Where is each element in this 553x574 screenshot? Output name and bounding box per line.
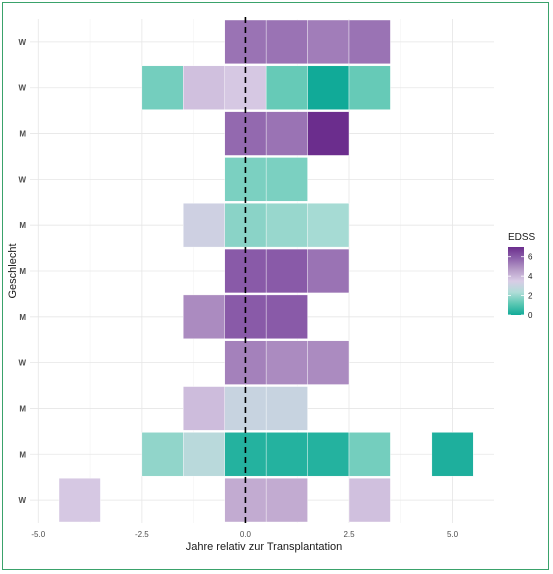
legend: EDSS 0 2 4 6 xyxy=(508,232,536,320)
heatmap-cell xyxy=(307,203,350,248)
heatmap-cell xyxy=(265,432,308,477)
heatmap-cell xyxy=(307,432,350,477)
y-tick-label: W xyxy=(18,496,26,505)
heatmap-cell xyxy=(265,203,308,248)
heatmap-cell xyxy=(431,432,474,477)
heatmap-cell xyxy=(265,19,308,65)
heatmap-cell xyxy=(265,477,308,523)
legend-tick-label: 0 xyxy=(528,311,533,320)
x-tick-label: 2.5 xyxy=(343,530,355,539)
heatmap-cell xyxy=(307,65,350,110)
y-tick-label: M xyxy=(19,404,26,413)
heatmap-cell xyxy=(141,432,184,477)
y-tick-label: M xyxy=(19,313,26,322)
y-tick-label: M xyxy=(19,130,26,139)
x-tick-label: -5.0 xyxy=(31,530,45,539)
y-tick-label: M xyxy=(19,267,26,276)
x-tick-labels: -5.0 -2.5 0.0 2.5 5.0 xyxy=(31,530,458,539)
heatmap-cell xyxy=(348,477,391,523)
legend-ticks: 0 2 4 6 xyxy=(508,253,533,320)
y-tick-label: W xyxy=(18,175,26,184)
x-axis-label: Jahre relativ zur Transplantation xyxy=(186,541,343,553)
heatmap-cell xyxy=(265,65,308,110)
heatmap-cell xyxy=(183,294,225,339)
heatmap-cell xyxy=(265,111,308,156)
heatmap-cell xyxy=(348,19,391,65)
heatmap-cell xyxy=(183,432,225,477)
y-tick-label: W xyxy=(18,359,26,368)
y-tick-label: M xyxy=(19,221,26,230)
heatmap-cell xyxy=(307,111,350,156)
legend-tick-label: 4 xyxy=(528,272,533,281)
x-tick-label: 5.0 xyxy=(447,530,459,539)
heatmap-cell xyxy=(307,19,350,65)
heatmap-cell xyxy=(141,65,184,110)
legend-tick-label: 2 xyxy=(528,292,533,301)
heatmap-cell xyxy=(183,203,225,248)
heatmap-cell xyxy=(183,386,225,431)
y-tick-labels: W W M W M M M W M M W xyxy=(18,38,26,505)
heatmap-cell xyxy=(307,340,350,385)
y-tick-label: W xyxy=(18,38,26,47)
heatmap-cell xyxy=(183,65,225,110)
heatmap-cell xyxy=(307,248,350,294)
heatmap-cell xyxy=(265,340,308,385)
y-tick-label: M xyxy=(19,450,26,459)
x-tick-label: 0.0 xyxy=(240,530,252,539)
heatmap-cell xyxy=(265,294,308,339)
heatmap-cell xyxy=(348,432,391,477)
y-axis-label: Geschlecht xyxy=(7,243,19,298)
heatmap-cell xyxy=(58,477,101,523)
legend-tick-label: 6 xyxy=(528,253,533,262)
heatmap-cells xyxy=(58,19,474,523)
heatmap-cell xyxy=(265,157,308,202)
y-tick-label: W xyxy=(18,84,26,93)
heatmap-cell xyxy=(265,248,308,294)
heatmap-cell xyxy=(348,65,391,110)
legend-colorbar xyxy=(508,247,524,315)
heatmap-cell xyxy=(265,386,308,431)
x-tick-label: -2.5 xyxy=(135,530,149,539)
legend-title: EDSS xyxy=(508,232,536,243)
